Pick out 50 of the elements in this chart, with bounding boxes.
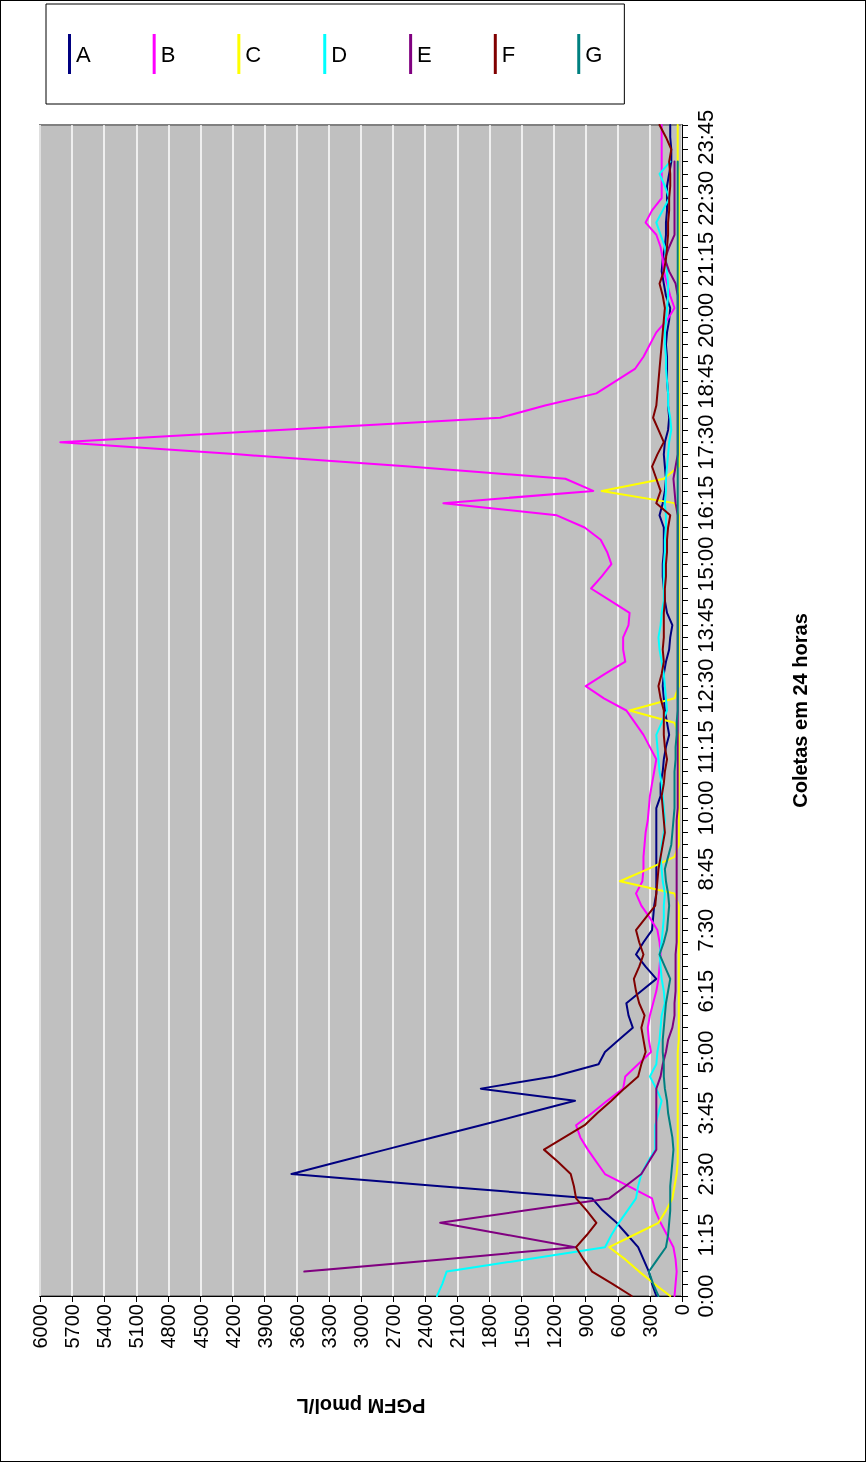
x-axis-title: PGFM pmol/L [296, 1395, 426, 1417]
x-tick-label: 2700 [382, 1304, 405, 1349]
y-tick-label: 8:45 [692, 847, 718, 891]
legend-label: G [585, 41, 603, 67]
y-tick-label: 10:00 [692, 780, 718, 836]
y-tick-label: 23:45 [692, 109, 718, 165]
y-tick-label: 16:15 [692, 475, 718, 531]
y-tick-label: 6:15 [692, 969, 718, 1013]
legend-label: D [331, 41, 348, 67]
y-tick-label: 17:30 [692, 414, 718, 470]
x-tick-label: 6000 [29, 1304, 51, 1349]
y-tick-label: 5:00 [692, 1030, 718, 1074]
y-tick-label: 12:30 [692, 658, 718, 714]
x-tick-label: 4500 [189, 1304, 212, 1349]
x-tick-label: 4200 [221, 1304, 244, 1349]
legend-label: F [501, 41, 516, 67]
legend-label: A [76, 41, 91, 67]
y-tick-label: 15:00 [692, 536, 718, 592]
y-tick-label: 3:45 [692, 1091, 718, 1135]
x-tick-label: 4800 [157, 1304, 180, 1349]
y-tick-label: 22:30 [692, 170, 718, 226]
x-tick-label: 5700 [61, 1304, 84, 1349]
x-tick-label: 0 [671, 1304, 693, 1316]
y-axis-title: Coletas em 24 horas [789, 613, 811, 808]
y-tick-label: 13:45 [692, 597, 718, 653]
y-tick-label: 2:30 [692, 1152, 718, 1196]
x-tick-label: 5400 [93, 1304, 116, 1349]
y-tick-label: 20:00 [692, 292, 718, 348]
x-tick-label: 600 [606, 1304, 629, 1338]
x-tick-label: 1800 [478, 1304, 501, 1349]
y-tick-label: 7:30 [692, 908, 718, 952]
x-tick-label: 3000 [350, 1304, 372, 1349]
x-tick-label: 3900 [253, 1304, 276, 1349]
x-tick-label: 1500 [510, 1304, 533, 1349]
x-tick-label: 900 [574, 1304, 597, 1338]
x-tick-label: 5100 [125, 1304, 148, 1349]
legend-label: C [245, 41, 262, 67]
legend-label: E [417, 41, 432, 67]
y-tick-label: 21:15 [692, 231, 718, 287]
x-tick-label: 3600 [285, 1304, 308, 1349]
y-tick-label: 1:15 [692, 1213, 718, 1257]
x-tick-label: 2100 [446, 1304, 469, 1349]
x-tick-label: 2400 [414, 1304, 437, 1349]
x-tick-label: 3300 [317, 1304, 340, 1349]
legend-label: B [160, 41, 176, 67]
y-tick-label: 11:15 [692, 720, 718, 774]
x-tick-label: 300 [638, 1304, 661, 1338]
y-tick-label: 18:45 [692, 353, 718, 409]
y-tick-label: 0:00 [692, 1274, 718, 1318]
x-tick-label: 1200 [542, 1304, 565, 1349]
